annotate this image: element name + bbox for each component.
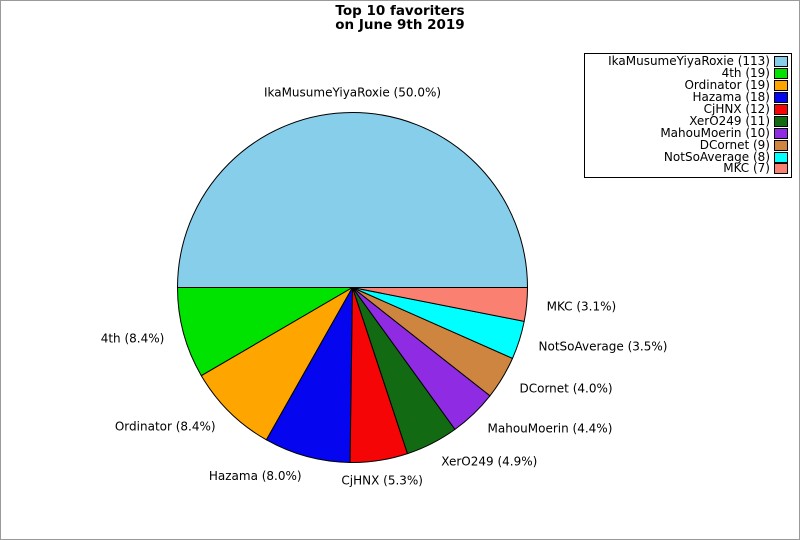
slice-label-XerO249: XerO249 (4.9%) [441, 454, 537, 468]
chart-title-line1: Top 10 favoriters [335, 3, 465, 19]
slice-label-MahouMoerin: MahouMoerin (4.4%) [488, 421, 613, 435]
slice-label-DCornet: DCornet (4.0%) [520, 381, 613, 395]
legend-swatch-IkaMusumeYiyaRoxie [774, 56, 788, 68]
legend-label-MKC: MKC (7) [723, 161, 770, 176]
pie-slice-Ordinator [200, 287, 353, 441]
legend-swatch-CjHNX [774, 104, 788, 115]
legend-row-XerO249: XerO249 (11) [589, 115, 788, 127]
legend: IkaMusumeYiyaRoxie (113) 4th (19) Ordinato… [584, 53, 792, 178]
legend-label-Hazama: Hazama (18) [692, 90, 770, 105]
slice-label-Ordinator: Ordinator (8.4%) [115, 420, 216, 434]
legend-row-Hazama: Hazama (18) [589, 90, 788, 105]
legend-swatch-Ordinator [774, 80, 788, 92]
legend-row-MahouMoerin: MahouMoerin (10) [589, 127, 788, 139]
legend-swatch-4th [774, 68, 788, 80]
slice-label-4th: 4th (8.4%) [101, 332, 165, 346]
legend-row-MKC: MKC (7) [589, 161, 788, 176]
legend-swatch-XerO249 [774, 115, 788, 127]
legend-swatch-DCornet [774, 139, 788, 151]
legend-label-IkaMusumeYiyaRoxie: IkaMusumeYiyaRoxie (113) [608, 54, 770, 69]
chart-title-line2: on June 9th 2019 [335, 17, 465, 33]
slice-label-CjHNX: CjHNX (5.3%) [341, 473, 423, 487]
legend-swatch-Hazama [774, 92, 788, 104]
chart-title: Top 10 favoriters on June 9th 2019 [1, 4, 799, 32]
legend-row-4th: 4th (19) [589, 66, 788, 81]
pie-slice-4th [177, 287, 353, 377]
legend-row-DCornet: DCornet (9) [589, 139, 788, 151]
slice-label-Hazama: Hazama (8.0%) [209, 469, 302, 483]
slice-label-MKC: MKC (3.1%) [547, 300, 617, 314]
legend-label-NotSoAverage: NotSoAverage (8) [663, 149, 770, 164]
legend-label-Ordinator: Ordinator (19) [684, 78, 770, 93]
pie-slice-MKC [352, 287, 528, 322]
legend-row-IkaMusumeYiyaRoxie: IkaMusumeYiyaRoxie (113) [589, 54, 788, 69]
legend-swatch-MahouMoerin [774, 127, 788, 139]
legend-label-4th: 4th (19) [721, 66, 770, 81]
legend-label-XerO249: XerO249 (11) [689, 113, 770, 128]
legend-label-MahouMoerin: MahouMoerin (10) [660, 125, 770, 140]
legend-label-CjHNX: CjHNX (12) [703, 102, 770, 116]
legend-row-CjHNX: CjHNX (12) [589, 102, 788, 116]
legend-swatch-NotSoAverage [774, 151, 788, 163]
slice-label-NotSoAverage: NotSoAverage (3.5%) [539, 339, 668, 353]
pie-slice-IkaMusumeYiyaRoxie [177, 112, 528, 288]
legend-label-DCornet: DCornet (9) [699, 137, 770, 152]
legend-row-Ordinator: Ordinator (19) [589, 78, 788, 93]
legend-swatch-MKC [774, 163, 788, 175]
slice-label-IkaMusumeYiyaRoxie: IkaMusumeYiyaRoxie (50.0%) [264, 86, 441, 100]
legend-row-NotSoAverage: NotSoAverage (8) [589, 151, 788, 163]
